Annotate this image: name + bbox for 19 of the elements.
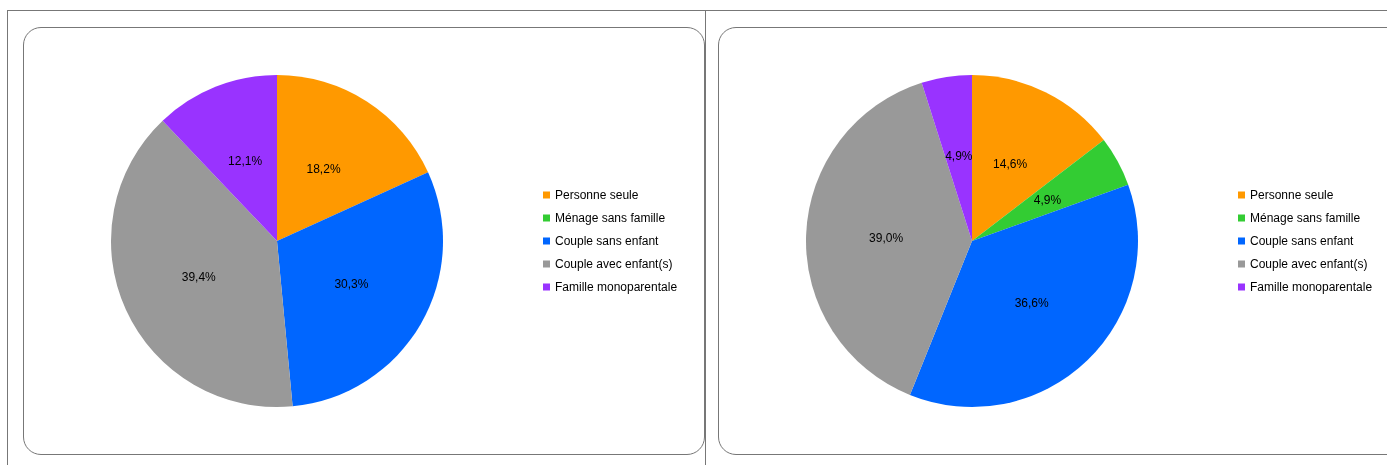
legend-label: Couple avec enfant(s) [555, 257, 673, 271]
data-label: 14,6% [993, 156, 1028, 171]
legend-label: Ménage sans famille [555, 211, 666, 225]
legend-label: Famille monoparentale [555, 280, 678, 294]
legend-label: Couple sans enfant [1250, 234, 1355, 248]
data-label: 12,1% [228, 154, 263, 169]
legend-label: Couple avec enfant(s) [1250, 257, 1368, 271]
data-label: 36,6% [1014, 295, 1049, 310]
legend-label: Famille monoparentale [1250, 280, 1373, 294]
legend-label: Personne seule [1250, 188, 1334, 202]
data-label: 18,2% [306, 161, 341, 176]
data-label: 39,0% [869, 230, 904, 245]
legend-label: Ménage sans famille [1250, 211, 1361, 225]
legend-label: Couple sans enfant [555, 234, 660, 248]
data-label: 30,3% [334, 277, 369, 292]
data-label: 4,9% [1033, 192, 1062, 207]
data-label: 39,4% [181, 269, 217, 284]
data-label: 4,9% [945, 149, 973, 164]
legend-label: Personne seule [555, 188, 639, 202]
